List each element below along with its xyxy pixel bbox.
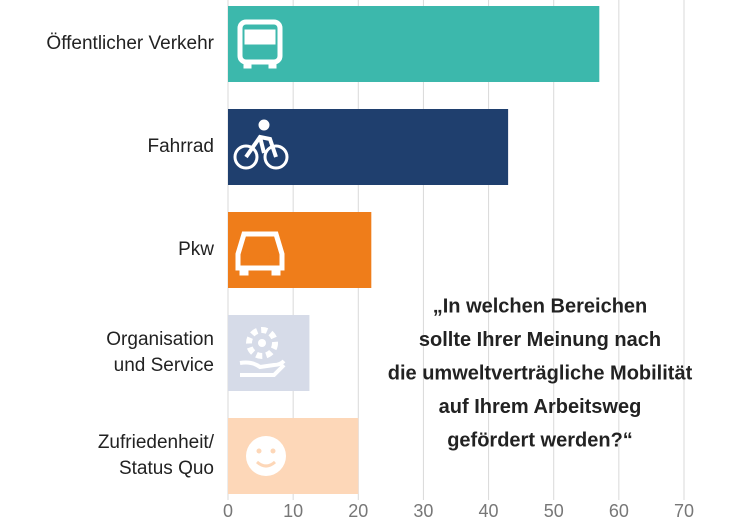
x-tick-label: 20 — [348, 501, 368, 521]
icon-part — [244, 134, 278, 159]
category-label: Pkw — [178, 239, 214, 260]
icon-part — [246, 436, 286, 476]
icon-part — [237, 19, 283, 65]
category-label: Organisation und Service — [106, 329, 214, 376]
icon-part — [235, 231, 285, 271]
icon-part — [271, 267, 281, 276]
icon-part — [268, 59, 277, 69]
annotation: auf Ihrem Arbeitsweg — [439, 396, 642, 418]
icon-part — [243, 59, 252, 69]
category-line: Fahrrad — [147, 136, 214, 157]
x-tick-label: 0 — [223, 501, 233, 521]
x-tick-label: 50 — [544, 501, 564, 521]
x-tick-label: 60 — [609, 501, 629, 521]
icon-part — [256, 460, 276, 468]
category-line: Status Quo — [119, 458, 214, 479]
category-label: Zufriedenheit/Status Quo — [98, 432, 215, 479]
category-line: Pkw — [178, 239, 214, 260]
x-tick-label: 40 — [479, 501, 499, 521]
icon-part — [258, 339, 266, 347]
icon-part — [239, 267, 249, 276]
icon-part — [246, 327, 278, 359]
icon-part — [244, 29, 276, 45]
annotation: die umweltverträgliche Mobilität — [388, 362, 693, 384]
icon — [246, 436, 286, 476]
icon-part — [233, 144, 259, 170]
annotation: gefördert werden?“ — [447, 429, 633, 451]
category-label: Öffentlicher Verkehr — [46, 33, 214, 54]
icon — [239, 327, 286, 377]
x-tick-label: 70 — [674, 501, 694, 521]
x-tick-label: 30 — [413, 501, 433, 521]
icon — [233, 119, 289, 170]
icon — [237, 19, 283, 69]
icon-part — [270, 448, 276, 454]
icon-part — [256, 448, 262, 454]
category-line: und Service — [114, 355, 214, 376]
category-line: Öffentlicher Verkehr — [46, 33, 214, 54]
icon-part — [239, 359, 286, 377]
icon-part — [269, 254, 277, 262]
annotation: „In welchen Bereichen — [433, 295, 648, 317]
x-tick-label: 10 — [283, 501, 303, 521]
bar — [228, 6, 600, 82]
category-line: Organisation — [106, 329, 214, 350]
icon — [235, 231, 285, 276]
icon-part — [263, 144, 289, 170]
category-label: Fahrrad — [147, 136, 214, 157]
icon-part — [243, 254, 251, 262]
icon-part — [258, 119, 270, 131]
annotation: sollte Ihrer Meinung nach — [419, 329, 661, 351]
bar — [228, 212, 372, 288]
category-line: Zufriedenheit/ — [98, 432, 215, 453]
